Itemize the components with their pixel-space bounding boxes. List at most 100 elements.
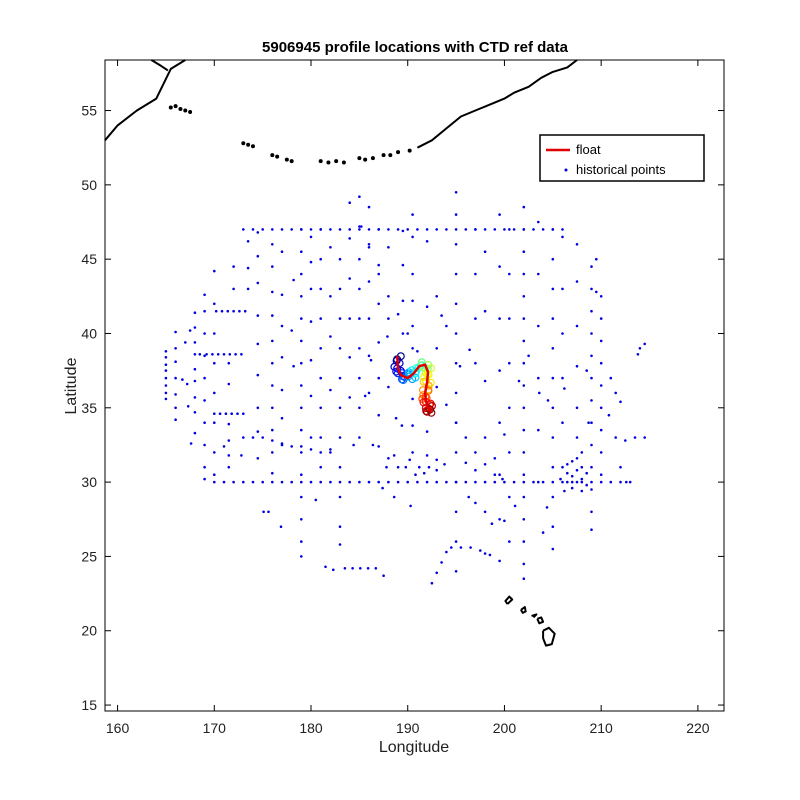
historical-point [599, 295, 603, 298]
historical-point [545, 506, 549, 509]
historical-point [406, 332, 410, 335]
aleutian-island [284, 157, 289, 162]
y-tick-label: 30 [81, 474, 97, 490]
historical-point [522, 480, 526, 484]
historical-point [508, 540, 511, 543]
historical-point [551, 480, 555, 484]
historical-point [392, 495, 396, 499]
historical-point [483, 552, 487, 555]
historical-point [358, 347, 361, 350]
historical-point [522, 339, 526, 343]
historical-point [332, 568, 335, 572]
historical-point [300, 317, 303, 320]
aleutian-island [188, 110, 193, 115]
historical-point [300, 228, 303, 231]
historical-point [280, 293, 284, 297]
historical-point [590, 488, 593, 491]
aleutian-island [334, 159, 339, 164]
historical-point [503, 433, 506, 436]
historical-point [551, 376, 555, 380]
historical-point [319, 257, 323, 261]
historical-point [309, 235, 313, 239]
historical-point [580, 480, 584, 484]
historical-point [300, 555, 303, 558]
historical-point [329, 480, 332, 484]
historical-point [292, 364, 295, 368]
historical-point [256, 231, 260, 234]
historical-point [193, 353, 197, 356]
historical-point [563, 387, 566, 390]
historical-point [203, 293, 206, 297]
historical-point [490, 522, 494, 525]
historical-point [595, 290, 598, 294]
historical-point [454, 540, 458, 543]
historical-point [411, 424, 414, 427]
historical-point [401, 263, 405, 267]
y-axis-ticks: 15 20 25 30 35 40 45 50 55 [81, 103, 724, 713]
historical-point [174, 376, 177, 380]
historical-point [454, 421, 458, 425]
historical-point [599, 406, 603, 410]
historical-point [300, 250, 303, 253]
historical-point [256, 430, 260, 433]
x-tick-label: 210 [589, 720, 613, 736]
historical-point [216, 353, 220, 356]
historical-point [232, 309, 235, 313]
historical-point [338, 317, 342, 320]
historical-point [256, 254, 260, 258]
historical-point [271, 243, 274, 246]
historical-point [300, 451, 303, 454]
historical-point [240, 454, 243, 457]
historical-point [411, 451, 414, 454]
historical-point [203, 354, 206, 358]
chart-title: 5906945 profile locations with CTD ref d… [262, 39, 569, 56]
historical-point [585, 483, 588, 487]
historical-point [213, 332, 216, 335]
historical-point [213, 269, 216, 273]
y-tick-label: 40 [81, 325, 97, 341]
historical-point [319, 287, 323, 291]
historical-point [358, 228, 361, 231]
historical-point [366, 567, 370, 570]
historical-point [203, 376, 206, 380]
historical-point [454, 332, 458, 335]
x-axis-label: Longitude [379, 739, 449, 756]
historical-point [503, 519, 506, 523]
historical-point [348, 201, 352, 204]
historical-point [498, 518, 501, 521]
historical-point [522, 451, 526, 454]
historical-point [435, 385, 439, 389]
historical-point [474, 361, 477, 365]
historical-point [319, 406, 323, 410]
historical-point [563, 489, 566, 493]
historical-point [488, 553, 492, 557]
historical-point [414, 473, 417, 477]
historical-point [522, 518, 526, 521]
historical-point [348, 396, 352, 399]
historical-point [377, 228, 381, 231]
historical-point [164, 369, 168, 372]
hawaiian-island [520, 606, 527, 614]
historical-point [184, 341, 187, 344]
historical-point [377, 376, 381, 380]
historical-point [309, 320, 313, 323]
historical-point [498, 421, 501, 425]
historical-point [377, 263, 381, 267]
historical-point [396, 228, 400, 231]
historical-point [280, 324, 284, 328]
historical-point [401, 229, 405, 233]
historical-point [440, 561, 443, 564]
historical-point [367, 243, 371, 246]
historical-point [309, 260, 313, 264]
historical-point [309, 394, 313, 398]
historical-point [551, 287, 555, 291]
historical-point [508, 272, 511, 276]
historical-point [508, 361, 511, 365]
historical-point [371, 443, 375, 447]
historical-point [537, 272, 540, 276]
historical-point [541, 531, 545, 534]
historical-point [203, 421, 206, 425]
historical-point [174, 330, 177, 334]
historical-point [300, 518, 303, 521]
historical-point [348, 356, 352, 359]
